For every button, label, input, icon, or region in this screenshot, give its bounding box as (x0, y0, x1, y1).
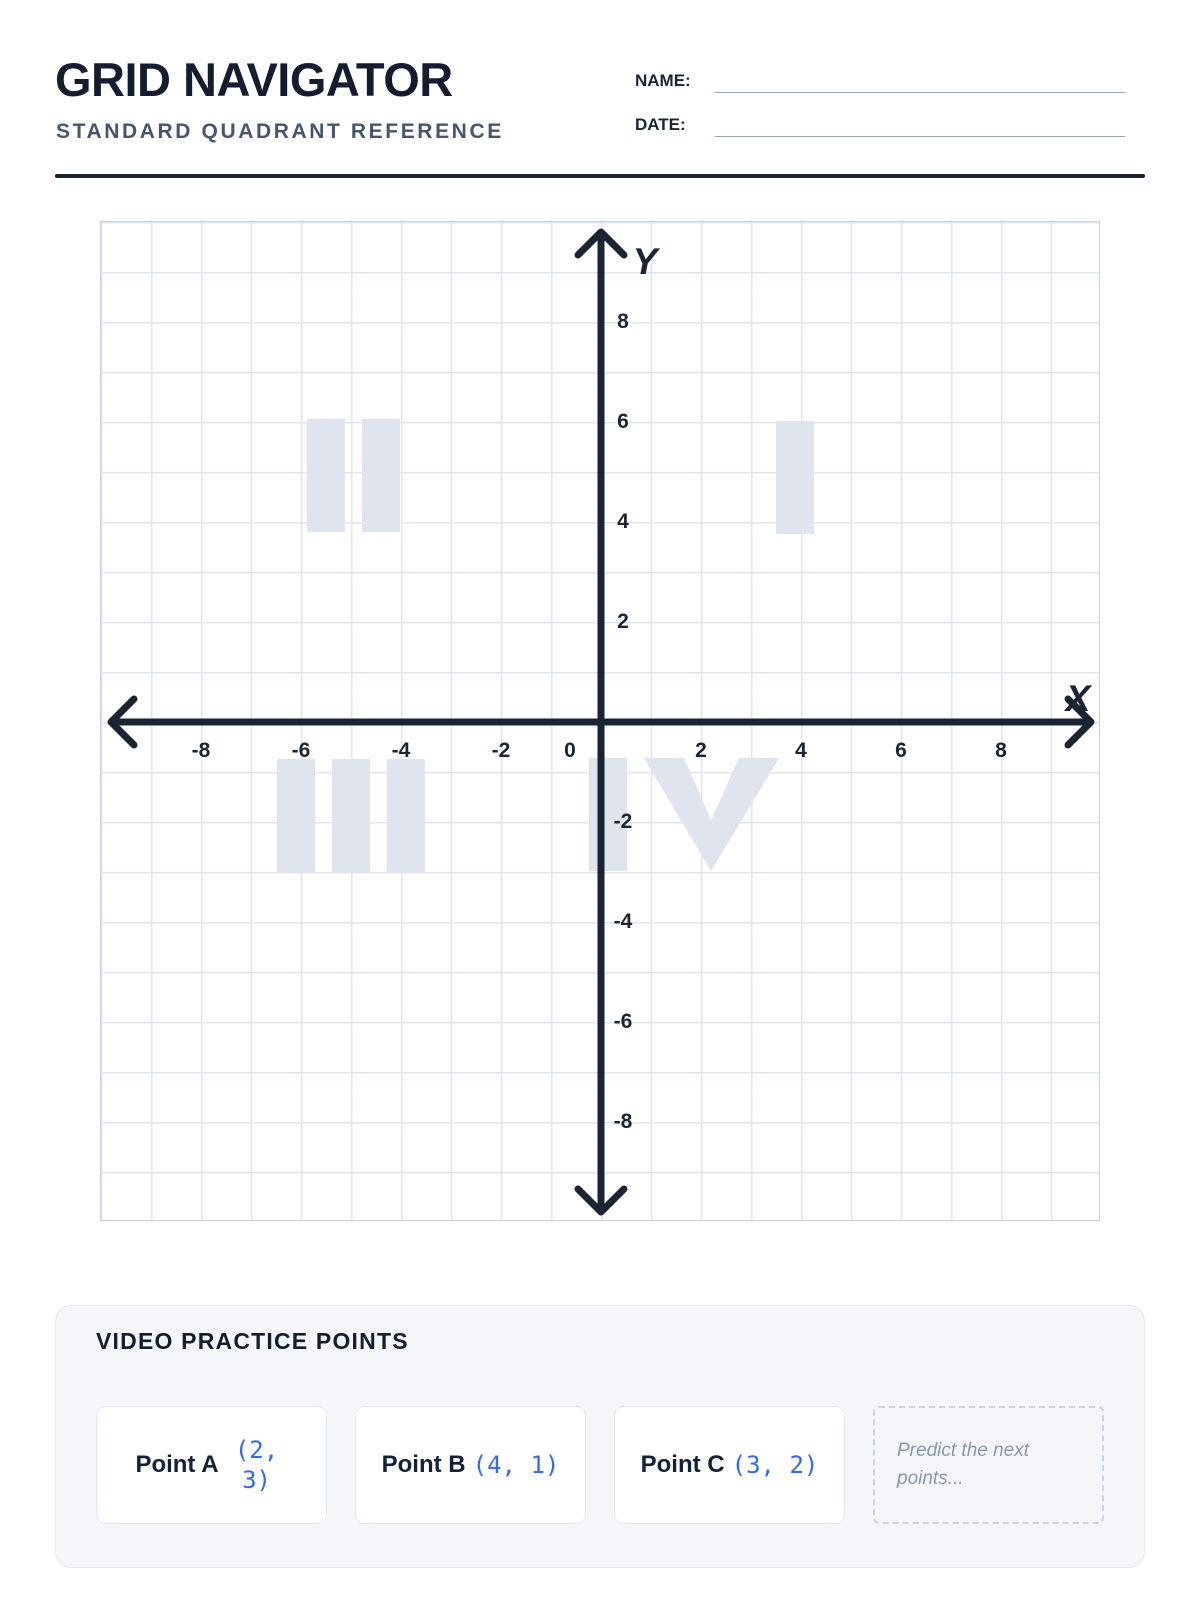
y-axis-label: Y (632, 241, 658, 282)
date-input-line[interactable] (715, 111, 1125, 137)
coordinate-grid: X Y 0 -8 -6 -4 -2 2 4 6 8 8 6 4 2 -2 -4 -6 -8 (100, 221, 1100, 1221)
numeral-v-shape (644, 758, 779, 871)
quadrant-1-label (776, 421, 814, 534)
tick-label: 8 (995, 739, 1007, 762)
numeral-bar (332, 759, 370, 872)
tick-label: 8 (617, 310, 629, 333)
tick-label: -6 (613, 1010, 633, 1033)
point-a-label: Point A (135, 1451, 219, 1478)
tick-label: -2 (491, 739, 511, 762)
x-axis-left-arrow-icon (107, 695, 138, 749)
practice-cards: Point A (2, 3) Point B (4, 1) Point C (3… (96, 1406, 1104, 1524)
name-date-block: NAME: DATE: (635, 60, 1125, 148)
quadrant-3-label (277, 759, 425, 872)
tick-label: -4 (613, 910, 633, 933)
date-label: DATE: (635, 115, 686, 134)
numeral-bar (589, 758, 627, 871)
tick-label: 6 (895, 739, 907, 762)
practice-panel: VIDEO PRACTICE POINTS Point A (2, 3) Poi… (55, 1305, 1145, 1568)
numeral-bar (277, 759, 315, 872)
point-c-card: Point C (3, 2) (614, 1406, 845, 1524)
header-divider (55, 174, 1145, 178)
axes-graphic (107, 228, 1095, 1216)
name-row: NAME: (635, 60, 1125, 93)
numeral-bar (307, 419, 345, 532)
tick-label: 2 (695, 739, 707, 762)
quadrant-2-label (307, 419, 400, 532)
quadrant-4-label (589, 758, 779, 871)
point-b-card: Point B (4, 1) (355, 1406, 586, 1524)
tick-label: -2 (613, 810, 633, 833)
tick-label: -6 (291, 739, 311, 762)
tick-label: -8 (191, 739, 211, 762)
point-c-coords: (3, 2) (731, 1451, 819, 1479)
numeral-bar (387, 759, 425, 872)
tick-label: -4 (391, 739, 411, 762)
y-axis-bottom-arrow-icon (574, 1185, 628, 1216)
name-input-line[interactable] (715, 67, 1125, 93)
predict-points-box[interactable]: Predict the next points... (873, 1406, 1104, 1524)
x-axis-right-arrow-icon (1064, 695, 1095, 749)
tick-label: 2 (617, 610, 629, 633)
point-b-label: Point B (381, 1451, 466, 1478)
numeral-bar (362, 419, 400, 532)
practice-title: VIDEO PRACTICE POINTS (96, 1328, 409, 1354)
point-a-coords: (2, 3) (234, 1436, 279, 1494)
point-b-coords: (4, 1) (472, 1451, 560, 1479)
tick-label: 4 (617, 510, 629, 533)
point-a-card: Point A (2, 3) (96, 1406, 327, 1524)
tick-label: 6 (617, 410, 629, 433)
page-subtitle: STANDARD QUADRANT REFERENCE (56, 120, 504, 143)
numeral-bar (776, 421, 814, 534)
page-title: GRID NAVIGATOR (55, 53, 453, 106)
predict-points-placeholder: Predict the next points... (897, 1439, 1030, 1490)
point-c-label: Point C (640, 1451, 725, 1478)
name-label: NAME: (635, 71, 691, 90)
date-row: DATE: (635, 104, 1125, 137)
tick-label: 4 (795, 739, 807, 762)
x-axis-label: X (1065, 678, 1091, 719)
tick-label: -8 (613, 1110, 633, 1133)
y-axis-top-arrow-icon (574, 228, 628, 259)
origin-label: 0 (564, 739, 576, 762)
